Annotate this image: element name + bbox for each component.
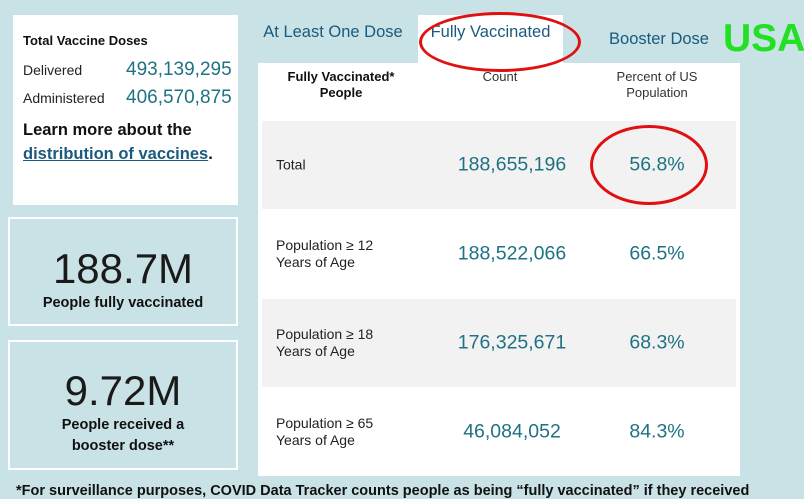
usa-overlay-label: USA <box>723 17 804 60</box>
tab-booster-dose[interactable]: Booster Dose <box>578 15 740 63</box>
row-count: 46,084,052 <box>463 420 561 443</box>
column-header-people: Fully Vaccinated* People <box>287 69 395 100</box>
administered-label: Administered <box>23 90 105 106</box>
row-count: 176,325,671 <box>457 331 567 354</box>
table-row: Population ≥ 12 Years of Age 188,522,066… <box>262 210 736 298</box>
fully-vaccinated-stat: 188.7M People fully vaccinated <box>8 217 238 326</box>
row-count: 188,522,066 <box>457 242 567 265</box>
vaccination-table: Fully Vaccinated* People Count Percent o… <box>258 63 740 476</box>
dose-tabs: At Least One Dose Fully Vaccinated Boost… <box>258 15 740 63</box>
row-count: 188,655,196 <box>457 153 567 176</box>
row-label: Population ≥ 18 Years of Age <box>276 326 374 359</box>
distribution-link[interactable]: distribution of vaccines <box>23 145 209 163</box>
booster-caption: People received a booster dose** <box>61 417 185 454</box>
total-doses-panel: Total Vaccine Doses Delivered 493,139,29… <box>13 15 238 205</box>
total-doses-title: Total Vaccine Doses <box>23 33 148 48</box>
fully-vaccinated-caption: People fully vaccinated <box>42 295 204 311</box>
table-row: Total 188,655,196 56.8% <box>262 121 736 209</box>
delivered-label: Delivered <box>23 62 83 78</box>
tab-fully-vaccinated[interactable]: Fully Vaccinated <box>418 15 563 63</box>
column-header-count: Count <box>482 69 518 84</box>
booster-stat: 9.72M People received a booster dose** <box>8 340 238 470</box>
row-percent: 68.3% <box>629 331 685 354</box>
delivered-value: 493,139,295 <box>126 59 232 80</box>
row-percent: 66.5% <box>629 242 685 265</box>
learn-more-prefix: Learn more about the <box>23 121 192 139</box>
booster-value: 9.72M <box>64 367 182 414</box>
row-label: Total <box>276 156 306 173</box>
column-header-percent: Percent of US Population <box>616 69 698 100</box>
row-percent: 56.8% <box>629 153 685 176</box>
learn-more-text: Learn more about the distribution of vac… <box>23 118 233 166</box>
row-label: Population ≥ 65 Years of Age <box>276 415 374 448</box>
row-percent: 84.3% <box>629 420 685 443</box>
table-row: Population ≥ 18 Years of Age 176,325,671… <box>262 299 736 387</box>
administered-line: Administered 406,570,875 <box>23 84 238 112</box>
fully-vaccinated-value: 188.7M <box>52 245 194 292</box>
learn-more-suffix: . <box>208 145 213 163</box>
tab-at-least-one-dose[interactable]: At Least One Dose <box>258 15 408 63</box>
delivered-line: Delivered 493,139,295 <box>23 56 238 84</box>
row-label: Population ≥ 12 Years of Age <box>276 237 374 270</box>
footnote: *For surveillance purposes, COVID Data T… <box>16 483 750 499</box>
administered-value: 406,570,875 <box>126 87 232 108</box>
table-row: Population ≥ 65 Years of Age 46,084,052 … <box>262 388 736 476</box>
